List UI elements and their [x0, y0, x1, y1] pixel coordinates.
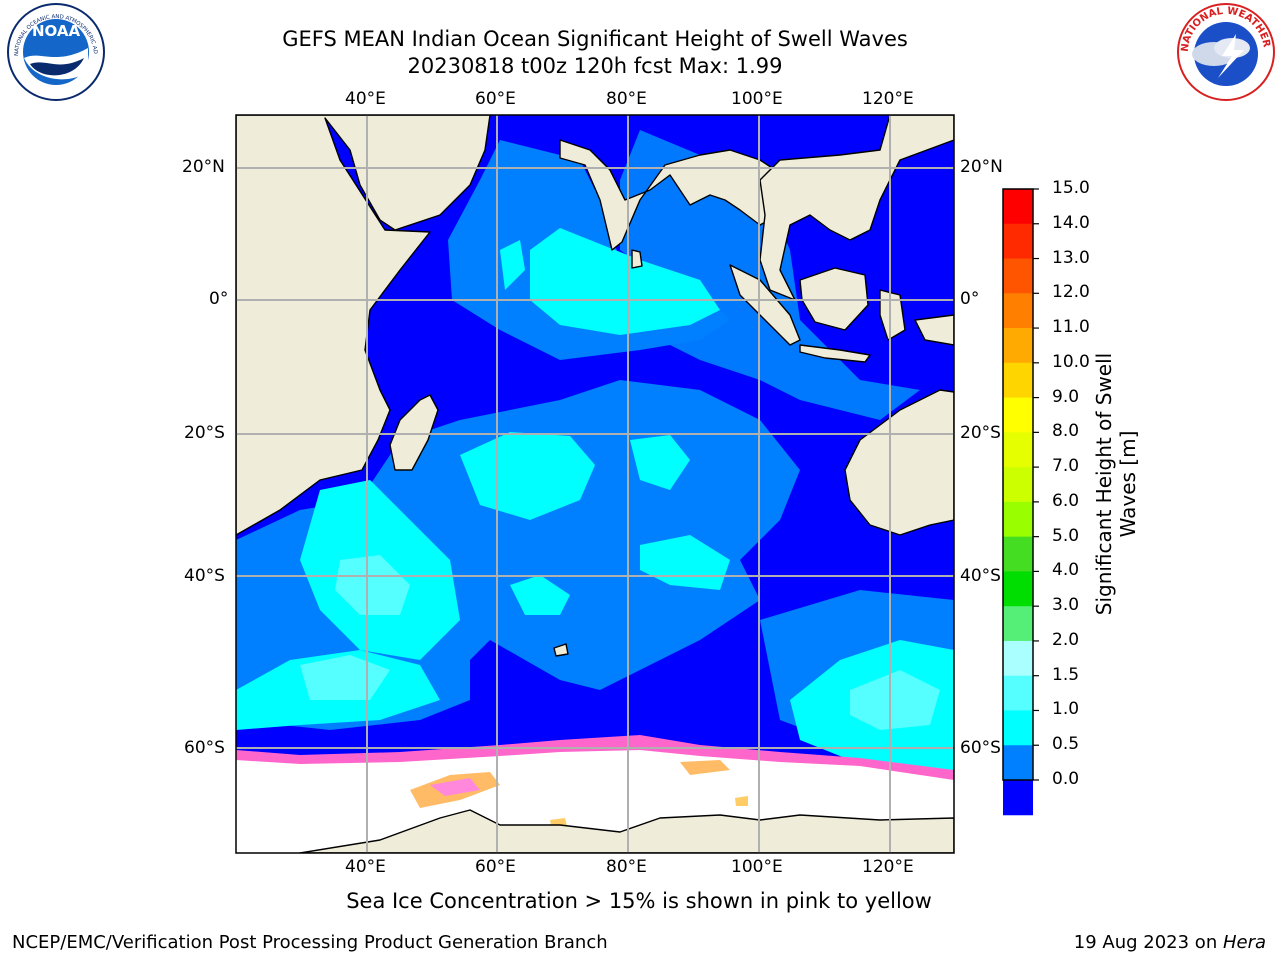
- colorbar-segment: [1003, 467, 1033, 503]
- colorbar-segment: [1003, 223, 1033, 260]
- lat-tick-left-20s: 20°S: [184, 423, 225, 443]
- map-frame: [235, 114, 955, 854]
- colorbar-label: 0.0: [1052, 769, 1080, 789]
- colorbar-segment: [1003, 432, 1033, 468]
- lat-tick-right-60s: 60°S: [960, 738, 1001, 758]
- colorbar-label: 10.0: [1052, 351, 1090, 372]
- colorbar-segment: [1003, 675, 1033, 711]
- lon-tick-bottom-60e: 60°E: [475, 857, 516, 877]
- colorbar-label: 13.0: [1052, 247, 1090, 268]
- colorbar-segment: [1003, 293, 1033, 329]
- colorbar-segment: [1003, 745, 1033, 781]
- lat-tick-right-40s: 40°S: [960, 566, 1001, 586]
- colorbar-label: 6.0: [1052, 490, 1080, 511]
- colorbar-segment: [1003, 640, 1033, 677]
- gridlines: [236, 115, 954, 853]
- colorbar-label: 0.5: [1052, 734, 1080, 755]
- lon-tick-bottom-120e: 120°E: [862, 857, 914, 877]
- colorbar-label: 1.0: [1052, 699, 1080, 720]
- nws-logo: NATIONAL WEATHER SERVICE: [0, 0, 1275, 101]
- colorbar-label: 12.0: [1052, 282, 1090, 303]
- colorbar-segment: [1003, 536, 1033, 572]
- colorbar-label: 1.5: [1052, 664, 1080, 685]
- colorbar: [1003, 188, 1039, 816]
- colorbar-label: 8.0: [1052, 421, 1080, 442]
- map-area: [236, 115, 954, 853]
- colorbar-segment: [1003, 189, 1033, 225]
- colorbar-segment: [1003, 501, 1033, 538]
- colorbar-segment: [1003, 258, 1033, 294]
- noaa-logo-text: NOAA: [32, 22, 81, 40]
- colorbar-label: 14.0: [1052, 212, 1090, 233]
- colorbar-segment: [1003, 780, 1033, 816]
- noaa-logo: NOAA NATIONAL OCEANIC AND ATMOSPHERIC AD…: [0, 0, 105, 101]
- lon-tick-top-80e: 80°E: [606, 89, 647, 109]
- colorbar-segment: [1003, 606, 1033, 642]
- footer-machine: Hera: [1222, 932, 1266, 953]
- chart-title: GEFS MEAN Indian Ocean Significant Heigh…: [282, 27, 908, 51]
- colorbar-title: Significant Height of Swell Waves [m]: [1092, 352, 1140, 616]
- lat-tick-right-20n: 20°N: [960, 157, 1003, 177]
- lon-tick-top-120e: 120°E: [862, 89, 914, 109]
- lon-tick-bottom-100e: 100°E: [731, 857, 783, 877]
- lat-tick-right-20s: 20°S: [960, 423, 1001, 443]
- footer-date: 19 Aug 2023 on Hera: [1074, 932, 1266, 953]
- lat-tick-left-0: 0°: [209, 289, 229, 309]
- lon-tick-bottom-40e: 40°E: [345, 857, 386, 877]
- svg-text:NATIONAL WEATHER SERVICE: NATIONAL WEATHER SERVICE: [0, 0, 1272, 52]
- chart-subtitle: 20230818 t00z 120h fcst Max: 1.99: [407, 54, 783, 78]
- colorbar-segment: [1003, 710, 1033, 746]
- colorbar-label: 11.0: [1052, 317, 1090, 338]
- lat-tick-right-0: 0°: [960, 289, 980, 309]
- lat-tick-left-20n: 20°N: [182, 157, 225, 177]
- colorbar-label: 4.0: [1052, 560, 1080, 581]
- footer-date-text: 19 Aug 2023 on: [1073, 932, 1223, 953]
- sea-ice-note: Sea Ice Concentration > 15% is shown in …: [346, 889, 932, 913]
- lon-tick-top-100e: 100°E: [731, 89, 783, 109]
- lat-tick-left-40s: 40°S: [184, 566, 225, 586]
- lon-tick-bottom-80e: 80°E: [606, 857, 647, 877]
- lon-tick-top-40e: 40°E: [345, 89, 386, 109]
- colorbar-label: 5.0: [1052, 525, 1080, 546]
- colorbar-segment: [1003, 328, 1033, 364]
- footer-credit: NCEP/EMC/Verification Post Processing Pr…: [12, 932, 608, 953]
- colorbar-label: 3.0: [1052, 595, 1080, 616]
- colorbar-label: 7.0: [1052, 456, 1080, 477]
- colorbar-segment: [1003, 362, 1033, 399]
- colorbar-segment: [1003, 571, 1033, 607]
- colorbar-label: 2.0: [1052, 629, 1080, 650]
- lat-tick-left-60s: 60°S: [184, 738, 225, 758]
- colorbar-segment: [1003, 397, 1033, 433]
- colorbar-label: 9.0: [1052, 386, 1080, 407]
- lon-tick-top-60e: 60°E: [475, 89, 516, 109]
- colorbar-frame: [1002, 188, 1034, 781]
- colorbar-label: 15.0: [1052, 178, 1090, 198]
